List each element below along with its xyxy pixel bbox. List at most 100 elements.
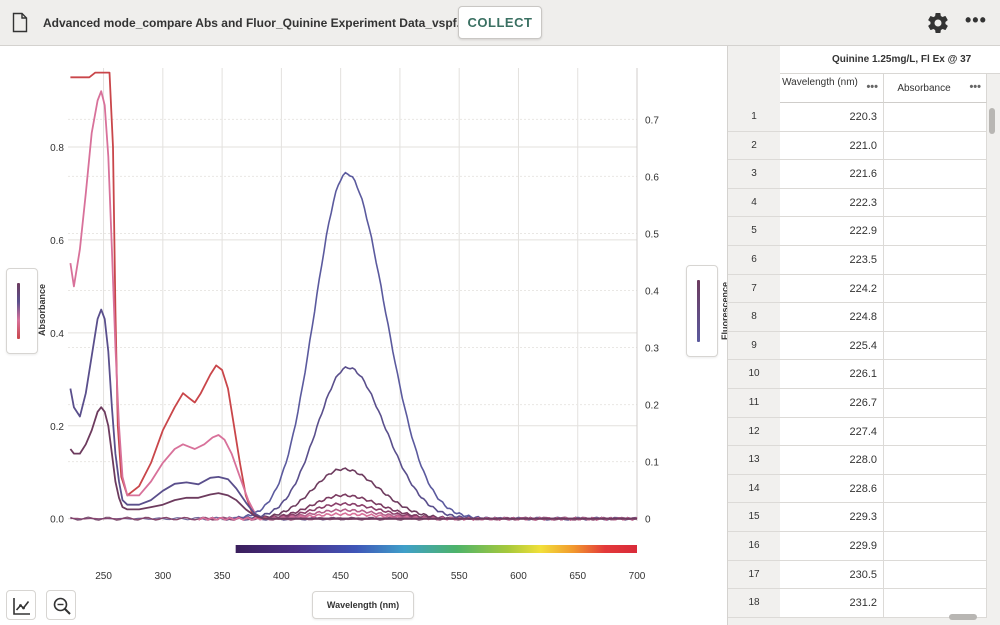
absorbance-cell[interactable] <box>884 417 987 447</box>
absorbance-cell[interactable] <box>884 103 987 132</box>
wavelength-cell[interactable]: 224.2 <box>780 274 884 304</box>
absorbance-cell[interactable] <box>884 532 987 561</box>
row-number: 6 <box>728 246 780 275</box>
absorbance-cell[interactable] <box>884 217 987 246</box>
x-tick-label: 400 <box>273 571 290 582</box>
column-options-icon[interactable]: ••• <box>866 81 878 93</box>
graph-tools-button[interactable] <box>6 590 36 620</box>
table-row[interactable]: 2 221.0 <box>728 131 1000 161</box>
absorbance-cell[interactable] <box>884 160 987 189</box>
table-row[interactable]: 11 226.7 <box>728 389 1000 418</box>
row-number: 8 <box>728 303 780 332</box>
wavelength-cell[interactable]: 222.9 <box>780 217 884 246</box>
graph-area: 250 300 350 400 450 500 550 600 650 700 0.0 0.2 0.4 0… <box>0 46 730 625</box>
wavelength-cell[interactable]: 229.3 <box>780 503 884 532</box>
column-header-wavelength[interactable]: Wavelength (nm) ••• <box>780 74 884 103</box>
spectrum-chart[interactable]: 250 300 350 400 450 500 550 600 650 700 0.0 0.2 0.4 0… <box>0 46 727 625</box>
more-options-icon[interactable]: ••• <box>965 10 987 30</box>
fluorescence-color-key <box>697 280 700 342</box>
row-number: 9 <box>728 331 780 361</box>
absorbance-cell[interactable] <box>884 446 987 475</box>
table-row[interactable]: 16 229.9 <box>728 532 1000 561</box>
y2-tick-label: 0.1 <box>645 458 659 469</box>
wavelength-cell[interactable]: 228.6 <box>780 474 884 504</box>
y2-tick-label: 0.3 <box>645 344 659 355</box>
absorbance-cell[interactable] <box>884 246 987 275</box>
table-row[interactable]: 15 229.3 <box>728 503 1000 532</box>
zoom-icon <box>53 597 71 615</box>
absorbance-cell[interactable] <box>884 331 987 361</box>
table-row[interactable]: 4 222.3 <box>728 188 1000 218</box>
absorbance-cell[interactable] <box>884 560 987 590</box>
table-row[interactable]: 13 228.0 <box>728 446 1000 475</box>
x-tick-label: 250 <box>95 571 112 582</box>
fluorescence-series <box>198 171 638 521</box>
absorbance-series <box>70 71 637 520</box>
column-header-absorbance[interactable]: Absorbance ••• <box>884 74 987 103</box>
fluorescence-axis-label[interactable]: Fluorescence <box>686 265 730 357</box>
table-row[interactable]: 5 222.9 <box>728 217 1000 246</box>
x-tick-label: 700 <box>629 571 646 582</box>
row-number: 11 <box>728 389 780 418</box>
row-number: 4 <box>728 188 780 218</box>
data-table: Quinine 1.25mg/L, Fl Ex @ 37 Wavelength … <box>727 46 1000 625</box>
document-icon[interactable] <box>12 12 28 33</box>
absorbance-cell[interactable] <box>884 188 987 218</box>
wavelength-cell[interactable]: 226.1 <box>780 360 884 389</box>
gear-icon[interactable] <box>926 11 950 35</box>
y2-tick-label: 0.4 <box>645 287 659 298</box>
absorbance-cell[interactable] <box>884 389 987 418</box>
wavelength-cell[interactable]: 222.3 <box>780 188 884 218</box>
wavelength-cell[interactable]: 221.6 <box>780 160 884 189</box>
absorbance-cell[interactable] <box>884 503 987 532</box>
wavelength-cell[interactable]: 228.0 <box>780 446 884 475</box>
column-options-icon[interactable]: ••• <box>969 81 981 93</box>
y2-tick-label: 0.2 <box>645 401 659 412</box>
table-row[interactable]: 12 227.4 <box>728 417 1000 447</box>
table-row[interactable]: 17 230.5 <box>728 560 1000 590</box>
vertical-scrollbar[interactable] <box>989 108 995 134</box>
wavelength-cell[interactable]: 229.9 <box>780 532 884 561</box>
wavelength-cell[interactable]: 220.3 <box>780 103 884 132</box>
file-title[interactable]: Advanced mode_compare Abs and Fluor_Quin… <box>43 16 467 30</box>
wavelength-axis-label[interactable]: Wavelength (nm) <box>312 591 414 619</box>
row-number: 15 <box>728 503 780 532</box>
spectrum-bar <box>235 545 637 553</box>
table-row[interactable]: 18 231.2 <box>728 589 1000 618</box>
absorbance-series <box>69 308 637 520</box>
wavelength-cell[interactable]: 221.0 <box>780 131 884 161</box>
table-row[interactable]: 8 224.8 <box>728 303 1000 332</box>
table-row[interactable]: 7 224.2 <box>728 274 1000 304</box>
absorbance-cell[interactable] <box>884 474 987 504</box>
absorbance-cell[interactable] <box>884 589 987 618</box>
collect-button[interactable]: COLLECT <box>458 6 542 39</box>
y-tick-label: 0.8 <box>50 143 64 154</box>
wavelength-cell[interactable]: 227.4 <box>780 417 884 447</box>
horizontal-scrollbar[interactable] <box>949 614 977 620</box>
wavelength-cell[interactable]: 224.8 <box>780 303 884 332</box>
row-number: 12 <box>728 417 780 447</box>
row-number: 3 <box>728 160 780 189</box>
absorbance-cell[interactable] <box>884 131 987 161</box>
absorbance-cell[interactable] <box>884 360 987 389</box>
wavelength-cell[interactable]: 225.4 <box>780 331 884 361</box>
table-row[interactable]: 14 228.6 <box>728 474 1000 504</box>
dataset-name[interactable]: Quinine 1.25mg/L, Fl Ex @ 37 <box>780 46 1000 74</box>
absorbance-color-key <box>17 283 20 339</box>
table-row[interactable]: 9 225.4 <box>728 331 1000 361</box>
absorbance-axis-label[interactable]: Absorbance <box>6 268 47 354</box>
table-row[interactable]: 10 226.1 <box>728 360 1000 389</box>
column-header-wavelength-label: Wavelength (nm) <box>782 77 858 88</box>
absorbance-cell[interactable] <box>884 274 987 304</box>
wavelength-cell[interactable]: 226.7 <box>780 389 884 418</box>
wavelength-cell[interactable]: 223.5 <box>780 246 884 275</box>
y-tick-label: 0.6 <box>50 236 64 247</box>
table-row[interactable]: 1 220.3 <box>728 103 1000 132</box>
wavelength-cell[interactable]: 231.2 <box>780 589 884 618</box>
table-row[interactable]: 3 221.6 <box>728 160 1000 189</box>
absorbance-cell[interactable] <box>884 303 987 332</box>
x-tick-label: 350 <box>214 571 231 582</box>
table-row[interactable]: 6 223.5 <box>728 246 1000 275</box>
wavelength-cell[interactable]: 230.5 <box>780 560 884 590</box>
zoom-button[interactable] <box>46 590 76 620</box>
